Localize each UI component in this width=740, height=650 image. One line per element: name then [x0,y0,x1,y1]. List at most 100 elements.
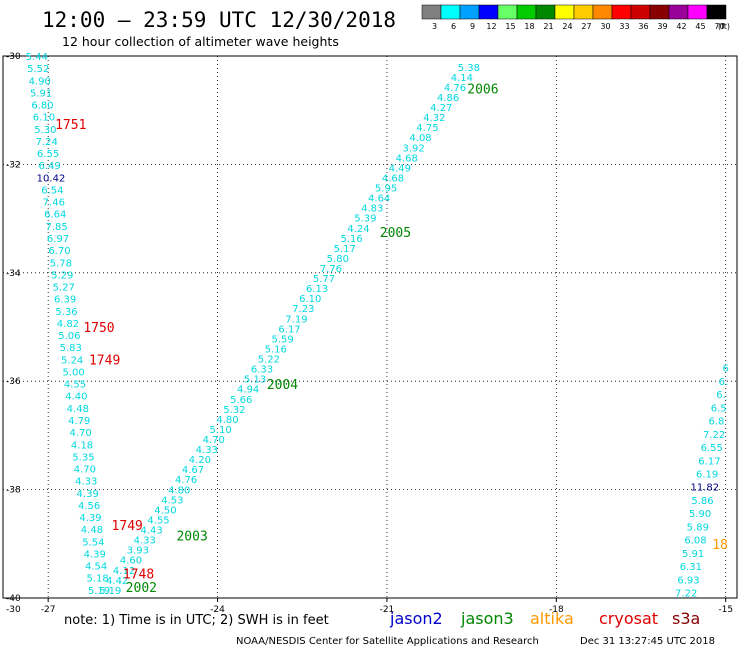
swh-value: 7.23 [292,304,314,315]
swh-value: 6.31 [680,562,702,573]
swh-value: 4.79 [68,416,90,427]
swh-value: 4.70 [74,465,96,476]
color-legend: 3 6 9 12 15 18 21 24 27 30 33 36 39 42 45 70(ft) [421,4,730,31]
legend-tick-label: 24 [562,22,572,31]
swh-value: 4.24 [347,224,369,235]
swh-value: 5.36 [55,307,77,318]
swh-value: 5.27 [53,283,75,294]
swh-value: 7.85 [46,222,68,233]
footer-credit: NOAA/NESDIS Center for Satellite Applica… [236,636,539,647]
swh-value: 6.13 [306,284,328,295]
legend-tick-label: 18 [524,22,534,31]
time-label: 2004 [267,378,298,393]
swh-value: 6.33 [251,365,273,376]
axis-ticks: -27 -24 -21 -18 -15-30-32-34-36-38-40-30 [6,52,733,615]
swh-value: 4.60 [120,556,142,567]
footer-note: note: 1) Time is in UTC; 2) SWH is in fe… [64,613,329,628]
corner-tick-label: -30 [6,605,21,615]
swh-value: 4.33 [75,477,97,488]
legend-swatch [573,4,594,20]
swh-value: 5.22 [258,355,280,366]
swh-value: 6. [719,377,729,388]
swh-value: 5.18 [86,574,108,585]
legend-tick-label: 27 [581,22,591,31]
time-label: 2006 [467,83,498,98]
legend-tick-label: 9 [470,22,475,31]
swh-value: 5.17 [334,244,356,255]
satellite-label: jason3 [460,609,514,628]
swh-value: 4.76 [444,83,466,94]
swh-value: 4.80 [168,485,190,496]
swh-value: 5.80 [327,254,349,265]
swh-value: 4.75 [416,123,438,134]
satellite-label: cryosat [599,609,658,628]
swh-value: 6. [716,390,726,401]
time-label: 1749 [89,354,120,369]
plot-frame [2,55,738,599]
swh-value: 5.91 [30,88,52,99]
lat-tick-label: -38 [6,486,21,496]
swh-value: 4.14 [451,73,473,84]
swh-value: 6.17 [278,324,300,335]
map-title: 12:00 – 23:59 UTC 12/30/2018 [42,8,396,32]
swh-value: 4.33 [134,536,156,547]
swh-value: 5.30 [34,125,56,136]
swh-value: 4.39 [84,549,106,560]
swh-value: 4.40 [65,392,87,403]
lat-tick-label: -30 [6,52,21,62]
time-label: 2005 [380,226,411,241]
lon-tick-label: -27 [41,605,56,615]
swh-value: 6.39 [54,295,76,306]
legend-swatch [706,4,727,20]
swh-value: 5.95 [375,184,397,195]
lon-tick-label: -21 [380,605,395,615]
swh-value: 4.83 [361,204,383,215]
swh-value: 6.5 [711,403,727,414]
track-diagonal-ascending: 5.194.424.124.603.934.334.434.554.504.53… [99,63,498,597]
legend-tick-label: 12 [486,22,496,31]
swh-value: 6.49 [38,161,60,172]
swh-value: 4.56 [78,501,100,512]
swh-value: 10.42 [37,173,66,184]
swh-value: 7.19 [285,314,307,325]
lat-tick-label: -32 [6,160,21,170]
swh-value: 4.32 [423,113,445,124]
swh-value: 5.52 [27,64,49,75]
satellite-label: s3a [672,609,700,628]
legend-tick-label: 36 [638,22,648,31]
swh-value: 3.92 [403,143,425,154]
swh-value: 7.76 [320,264,342,275]
swh-value: 4.43 [141,526,163,537]
swh-value: 5.24 [61,355,83,366]
swh-value: 4.67 [182,465,204,476]
swh-value: 4.08 [409,133,431,144]
swh-value: 5.16 [340,234,362,245]
swh-value: 5.86 [691,496,713,507]
swh-value: 5.06 [58,331,80,342]
legend-tick-label: 33 [619,22,629,31]
footer-timestamp: Dec 31 13:27:45 UTC 2018 [580,636,715,647]
legend-swatch [630,4,651,20]
swh-value: 5.16 [265,344,287,355]
track-right-edge: 6 6. 6. 6.5 6.8 7.22 6.55 6.17 6.19 11.82 5.86 5.90… [675,364,729,600]
lat-tick-label: -40 [6,594,21,604]
track-left-descending: 5.445.524.905.91 6.806.105.307.246.556.49… [26,52,121,597]
legend-swatch [554,4,575,20]
swh-value: 3.93 [127,546,149,557]
swh-value: 4.48 [81,525,103,536]
legend-tick-label: 42 [676,22,686,31]
swh-value: 7.22 [675,589,697,600]
swh-value: 4.42 [106,576,128,587]
swh-value: 5.78 [50,258,72,269]
swh-value: 6.10 [33,113,55,124]
swh-value: 6.70 [48,246,70,257]
swh-value: 5.10 [209,425,231,436]
swh-value: 6.54 [41,185,63,196]
swh-value: 5.00 [62,367,84,378]
swh-value: 4.64 [368,194,390,205]
legend-unit: (ft) [718,22,730,31]
time-label: 1748 [123,568,154,583]
legend-tick-label: 30 [600,22,610,31]
swh-value: 5.19 [88,586,110,597]
